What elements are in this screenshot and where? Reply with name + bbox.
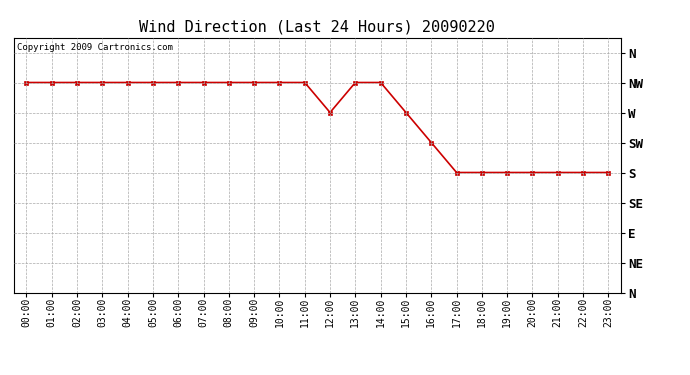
Title: Wind Direction (Last 24 Hours) 20090220: Wind Direction (Last 24 Hours) 20090220 — [139, 20, 495, 35]
Text: Copyright 2009 Cartronics.com: Copyright 2009 Cartronics.com — [17, 43, 172, 52]
